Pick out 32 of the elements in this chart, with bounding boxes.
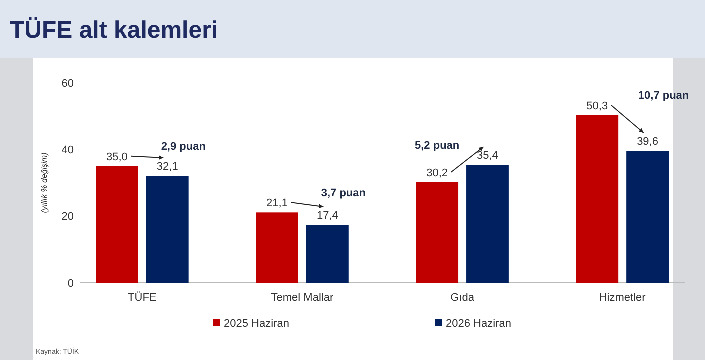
chart-title: TÜFE alt kalemleri xyxy=(10,17,218,44)
bar xyxy=(146,176,189,283)
data-label: 21,1 xyxy=(266,198,288,210)
x-tick-label: Gıda xyxy=(450,292,476,304)
data-label: 35,4 xyxy=(477,150,498,162)
annotation: 10,7 puan xyxy=(638,90,690,102)
annotation: 5,2 puan xyxy=(415,140,460,152)
data-label: 39,6 xyxy=(637,136,658,148)
bar xyxy=(576,115,619,283)
data-label: 50,3 xyxy=(586,100,608,112)
bar xyxy=(306,225,349,283)
y-tick-label: 40 xyxy=(62,144,74,157)
bar xyxy=(416,182,459,283)
y-tick-label: 60 xyxy=(62,78,74,90)
legend-label: 2025 Haziran xyxy=(224,318,290,330)
data-label: 32,1 xyxy=(156,161,178,173)
data-label: 30,2 xyxy=(426,167,448,180)
bar xyxy=(96,166,138,283)
annotation: 2,9 puan xyxy=(161,141,206,154)
x-tick-label: TÜFE xyxy=(128,291,157,304)
data-label: 17,4 xyxy=(316,210,338,222)
x-tick-label: Temel Mallar xyxy=(271,292,334,304)
annotation: 3,7 puan xyxy=(321,188,366,200)
y-tick-label: 0 xyxy=(68,278,74,290)
bar xyxy=(256,212,298,283)
y-axis-title: (yıllık % değişim) xyxy=(40,152,49,214)
bar xyxy=(626,151,669,283)
bar xyxy=(466,165,509,283)
data-label: 35,0 xyxy=(106,151,128,164)
legend-label: 2026 Haziran xyxy=(446,318,512,330)
x-tick-label: Hizmetler xyxy=(599,292,646,304)
y-tick-label: 20 xyxy=(62,211,74,224)
